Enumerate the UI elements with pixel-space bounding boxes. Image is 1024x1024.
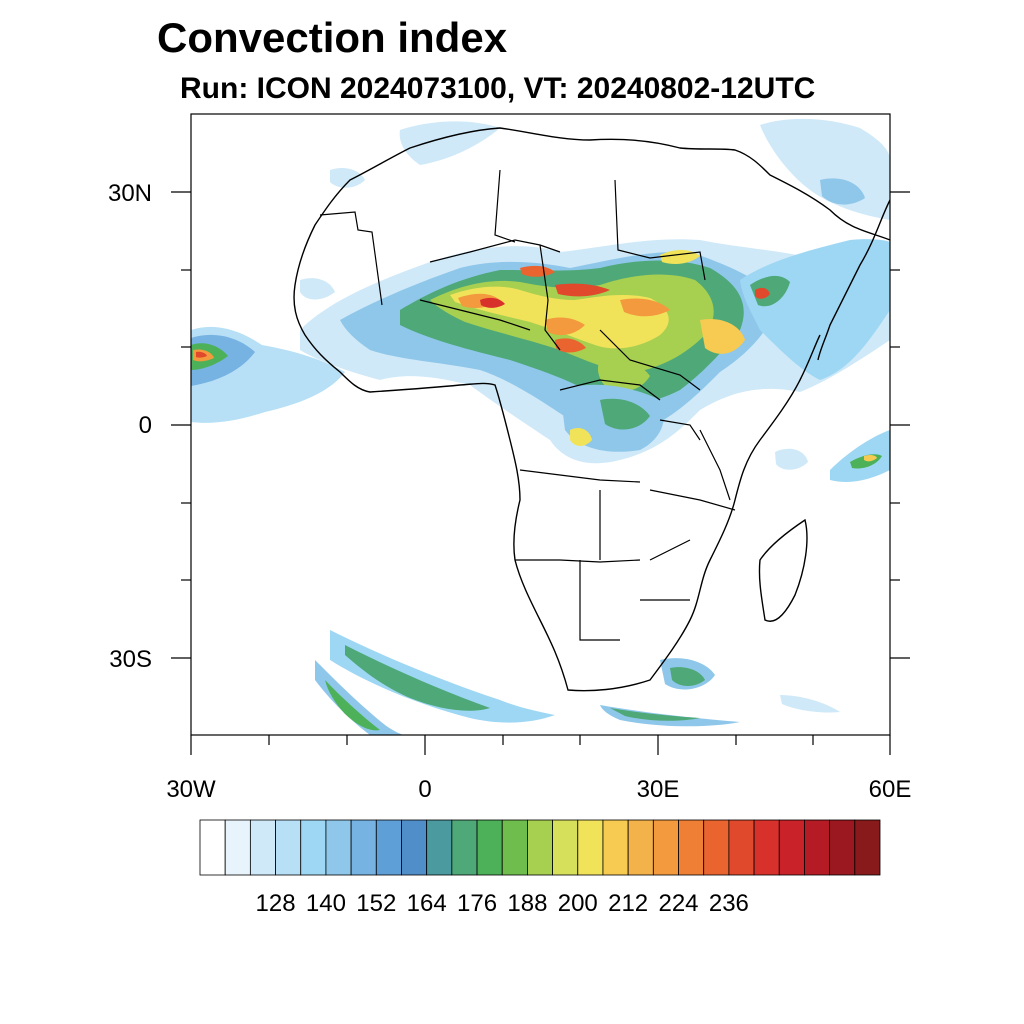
colorbar-box bbox=[401, 819, 428, 876]
colorbar-tick-label: 152 bbox=[356, 890, 397, 917]
colorbar bbox=[199, 819, 881, 876]
colorbar-box bbox=[249, 819, 276, 876]
chart-subtitle: Run: ICON 2024073100, VT: 20240802-12UTC bbox=[180, 72, 816, 105]
colorbar-box bbox=[678, 819, 705, 876]
colorbar-box bbox=[552, 819, 579, 876]
colorbar-box bbox=[703, 819, 730, 876]
colorbar-box bbox=[854, 819, 881, 876]
colorbar-box bbox=[325, 819, 352, 876]
colorbar-box bbox=[375, 819, 402, 876]
country-borders bbox=[319, 169, 736, 641]
lat-label-30s: 30S bbox=[109, 646, 152, 673]
colorbar-box bbox=[778, 819, 805, 876]
colorbar-box bbox=[652, 819, 679, 876]
colorbar-box bbox=[627, 819, 654, 876]
lat-label-30n: 30N bbox=[107, 180, 152, 207]
colorbar-box bbox=[476, 819, 503, 876]
colorbar-tick-label: 236 bbox=[708, 890, 749, 917]
colorbar-box bbox=[753, 819, 780, 876]
convection-field bbox=[191, 118, 890, 735]
colorbar-box bbox=[451, 819, 478, 876]
colorbar-box bbox=[300, 819, 327, 876]
colorbar-box bbox=[602, 819, 629, 876]
colorbar-box bbox=[804, 819, 831, 876]
tick-marks bbox=[171, 191, 910, 755]
colorbar-tick-label: 164 bbox=[406, 890, 447, 917]
colorbar-tick-label: 176 bbox=[457, 890, 498, 917]
coastlines bbox=[293, 127, 890, 692]
colorbar-tick-label: 224 bbox=[658, 890, 699, 917]
colorbar-tick-label: 128 bbox=[255, 890, 296, 917]
colorbar-box bbox=[501, 819, 528, 876]
colorbar-box bbox=[426, 819, 453, 876]
colorbar-box bbox=[224, 819, 251, 876]
lon-label-60e: 60E bbox=[868, 776, 912, 803]
colorbar-box bbox=[275, 819, 302, 876]
chart-title: Convection index bbox=[157, 14, 508, 61]
colorbar-box bbox=[199, 819, 226, 876]
colorbar-tick-label: 200 bbox=[557, 890, 598, 917]
colorbar-tick-label: 188 bbox=[507, 890, 548, 917]
lat-label-0: 0 bbox=[138, 412, 152, 439]
lon-label-30w: 30W bbox=[166, 776, 216, 803]
lon-label-30e: 30E bbox=[636, 776, 680, 803]
colorbar-box bbox=[829, 819, 856, 876]
colorbar-tick-label: 212 bbox=[608, 890, 649, 917]
colorbar-tick-label: 140 bbox=[305, 890, 346, 917]
colorbar-box bbox=[527, 819, 553, 876]
colorbar-box bbox=[728, 819, 755, 876]
colorbar-box bbox=[350, 819, 377, 876]
colorbar-box bbox=[577, 819, 604, 876]
lon-label-0: 0 bbox=[418, 776, 432, 803]
